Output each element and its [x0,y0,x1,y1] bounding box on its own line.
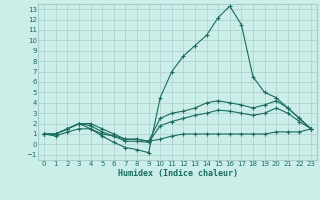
X-axis label: Humidex (Indice chaleur): Humidex (Indice chaleur) [118,169,238,178]
